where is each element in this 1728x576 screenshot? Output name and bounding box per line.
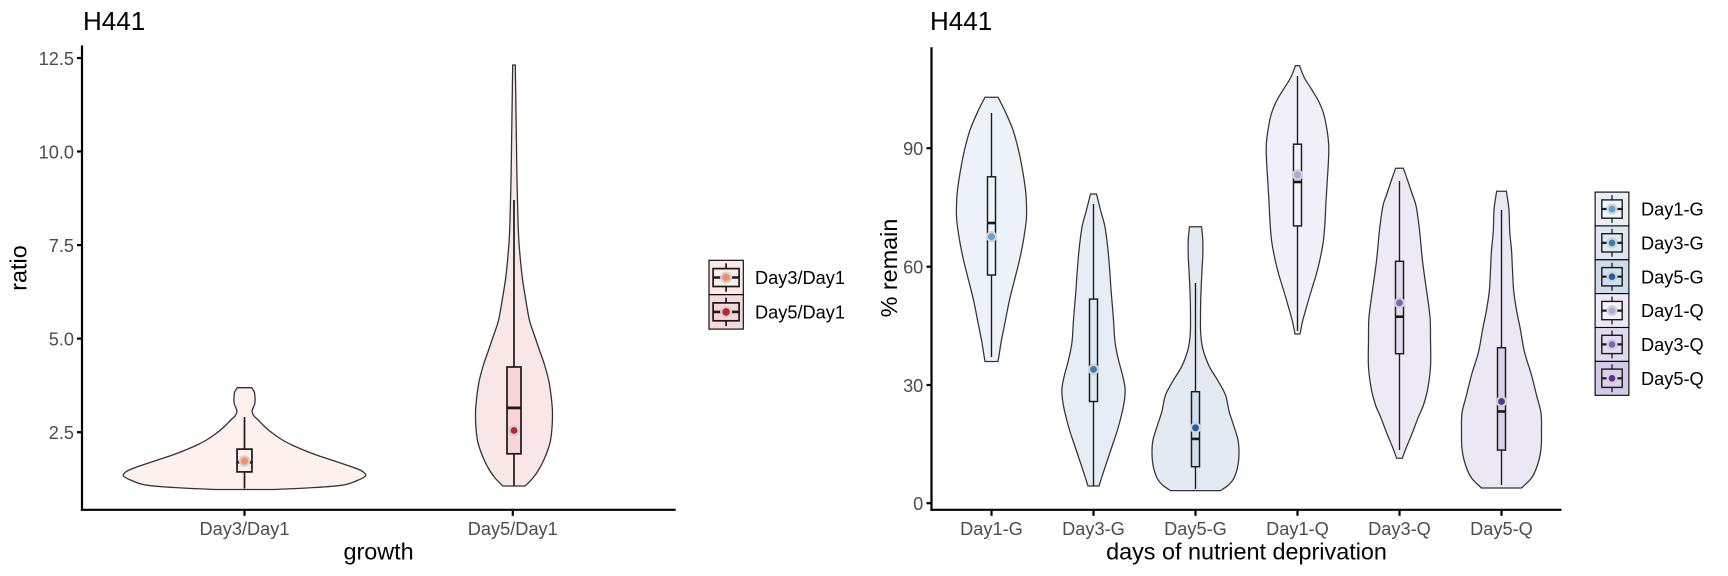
svg-text:growth: growth — [343, 539, 413, 565]
svg-text:Day1-Q: Day1-Q — [1266, 519, 1329, 539]
svg-text:60: 60 — [903, 258, 923, 278]
svg-text:Day3/Day1: Day3/Day1 — [755, 268, 845, 288]
svg-text:90: 90 — [903, 139, 923, 159]
svg-text:Day3-G: Day3-G — [1062, 519, 1125, 539]
svg-text:days of nutrient deprivation: days of nutrient deprivation — [1106, 539, 1387, 565]
svg-text:Day5/Day1: Day5/Day1 — [468, 519, 558, 539]
svg-text:ratio: ratio — [6, 245, 32, 291]
svg-text:10.0: 10.0 — [39, 143, 74, 163]
svg-text:0: 0 — [913, 494, 923, 514]
svg-text:% remain: % remain — [876, 219, 902, 318]
svg-text:Day5/Day1: Day5/Day1 — [755, 303, 845, 323]
svg-text:Day3/Day1: Day3/Day1 — [200, 519, 290, 539]
svg-text:Day1-G: Day1-G — [1641, 200, 1704, 220]
svg-text:Day5-G: Day5-G — [1164, 519, 1227, 539]
svg-text:Day1-Q: Day1-Q — [1641, 301, 1704, 321]
svg-text:30: 30 — [903, 376, 923, 396]
svg-text:Day5-G: Day5-G — [1641, 267, 1704, 287]
svg-text:2.5: 2.5 — [49, 423, 74, 443]
svg-text:Day1-G: Day1-G — [960, 519, 1023, 539]
svg-text:12.5: 12.5 — [39, 49, 74, 69]
svg-text:Day3-G: Day3-G — [1641, 233, 1704, 253]
svg-text:Day3-Q: Day3-Q — [1641, 335, 1704, 355]
svg-text:Day3-Q: Day3-Q — [1368, 519, 1431, 539]
svg-text:5.0: 5.0 — [49, 330, 74, 350]
svg-text:H441: H441 — [83, 6, 145, 36]
svg-text:Day5-Q: Day5-Q — [1470, 519, 1533, 539]
svg-text:7.5: 7.5 — [49, 236, 74, 256]
svg-text:Day5-Q: Day5-Q — [1641, 369, 1704, 389]
svg-text:H441: H441 — [930, 6, 992, 36]
